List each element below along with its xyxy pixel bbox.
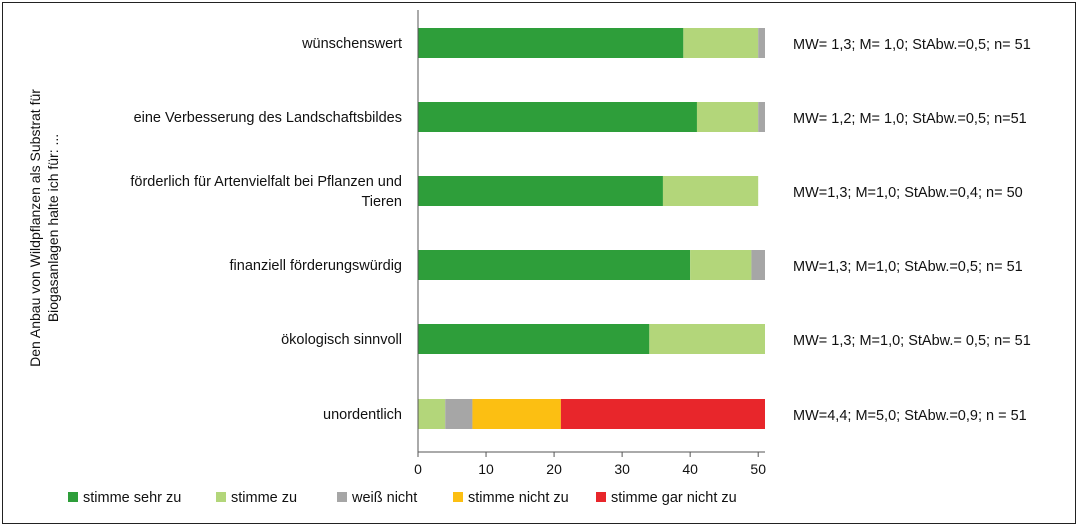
x-tick-label: 20 [546, 461, 562, 477]
bar-segment [418, 324, 650, 354]
category-label-line: eine Verbesserung des Landschaftsbildes [134, 110, 402, 126]
category-label-line: unordentlich [323, 407, 402, 423]
legend-label: stimme nicht zu [468, 490, 569, 506]
bar-segment [418, 28, 684, 58]
legend-swatch [68, 492, 78, 502]
x-axis-ticks: 0 10 20 30 40 50 [414, 452, 766, 477]
legend-swatch [216, 492, 226, 502]
x-tick-label: 10 [478, 461, 494, 477]
bar-segment [696, 102, 759, 132]
x-tick-label: 50 [750, 461, 766, 477]
bar-segment [683, 28, 759, 58]
stat-label: MW=4,4; M=5,0; StAbw.=0,9; n = 51 [793, 408, 1027, 424]
category-label: förderlich für Artenvielfalt bei Pflanze… [130, 174, 402, 210]
stat-label: MW=1,3; M=1,0; StAbw.=0,5; n= 51 [793, 259, 1023, 275]
legend-label: stimme gar nicht zu [611, 490, 737, 506]
bar-segment [751, 250, 765, 280]
legend-swatch [337, 492, 347, 502]
legend-swatch [453, 492, 463, 502]
legend-label: weiß nicht [351, 490, 417, 506]
x-tick-label: 0 [414, 461, 422, 477]
stat-label: MW= 1,3; M= 1,0; StAbw.=0,5; n= 51 [793, 37, 1031, 53]
category-label-line: förderlich für Artenvielfalt bei Pflanze… [130, 174, 402, 190]
bar-segment [649, 324, 765, 354]
y-axis-label-line-1: Den Anbau von Wildpflanzen als Substrat … [27, 89, 43, 367]
legend: stimme sehr zu stimme zu weiß nicht stimme … [68, 490, 737, 506]
legend-swatch [596, 492, 606, 502]
legend-label: stimme sehr zu [83, 490, 181, 506]
category-label: wünschenswert [301, 36, 402, 52]
category-label: unordentlich [323, 407, 402, 423]
bar-segment [418, 399, 446, 429]
x-tick-label: 30 [614, 461, 630, 477]
x-tick-label: 40 [682, 461, 698, 477]
category-label: ökologisch sinnvoll [281, 332, 402, 348]
bar-segment [445, 399, 473, 429]
bar-segment [758, 102, 765, 132]
category-label-line: Tieren [361, 194, 402, 210]
bar-segment [472, 399, 561, 429]
bar-segment [690, 250, 752, 280]
stat-label: MW=1,3; M=1,0; StAbw.=0,4; n= 50 [793, 185, 1023, 201]
category-labels: wünschenswert eine Verbesserung des Lands… [130, 36, 402, 423]
bar-segment [418, 176, 663, 206]
bar-segment [662, 176, 759, 206]
stat-label: MW= 1,3; M=1,0; StAbw.= 0,5; n= 51 [793, 333, 1031, 349]
stat-labels: MW= 1,3; M= 1,0; StAbw.=0,5; n= 51 MW= 1,… [793, 37, 1031, 424]
bar-segment [418, 102, 697, 132]
category-label: eine Verbesserung des Landschaftsbildes [134, 110, 402, 126]
category-label-line: ökologisch sinnvoll [281, 332, 402, 348]
bars [418, 28, 765, 429]
stat-label: MW= 1,2; M= 1,0; StAbw.=0,5; n=51 [793, 111, 1027, 127]
category-label: finanziell förderungswürdig [230, 258, 403, 274]
y-axis-label: Den Anbau von Wildpflanzen als Substrat … [27, 89, 61, 367]
bar-segment [758, 28, 765, 58]
bar-segment [418, 250, 691, 280]
legend-label: stimme zu [231, 490, 297, 506]
bar-segment [560, 399, 765, 429]
category-label-line: finanziell förderungswürdig [230, 258, 403, 274]
y-axis-label-line-2: Biogasanlagen halte ich für: ... [45, 134, 61, 322]
category-label-line: wünschenswert [301, 36, 402, 52]
